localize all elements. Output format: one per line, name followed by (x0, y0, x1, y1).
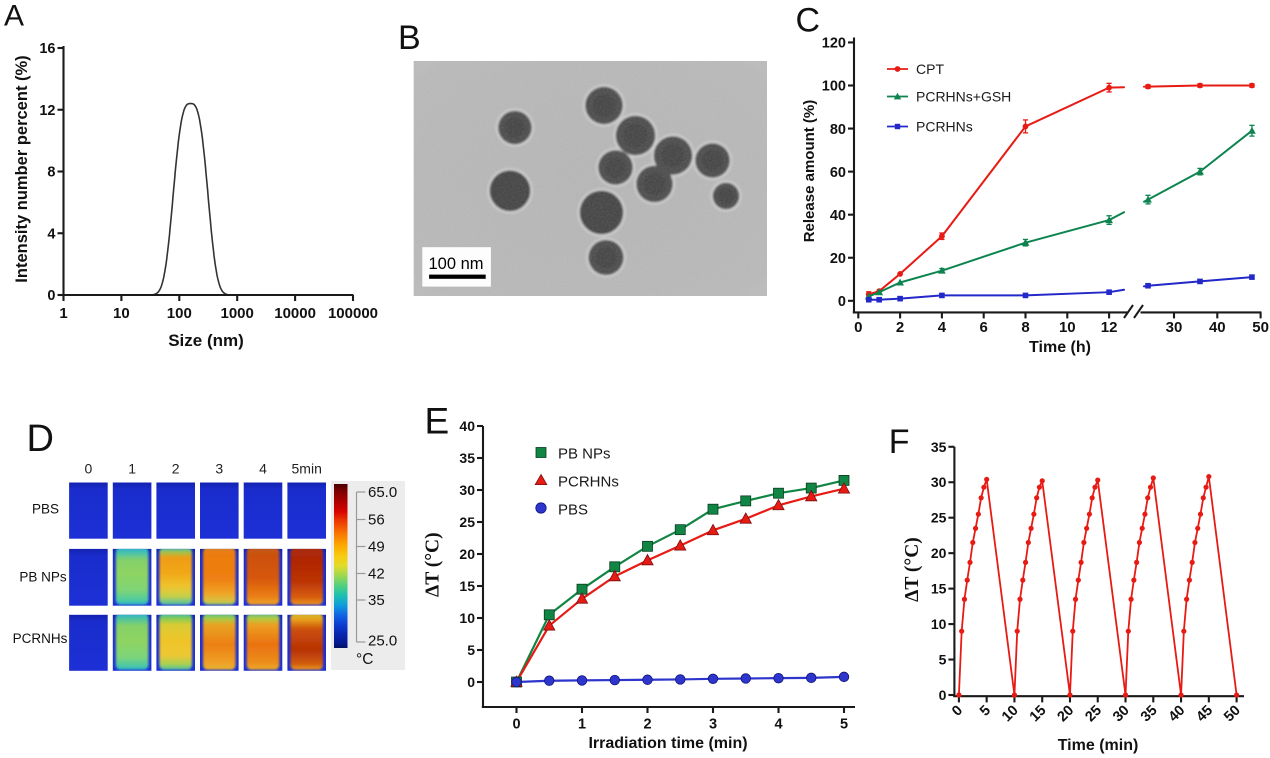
svg-text:6: 6 (980, 319, 988, 336)
svg-text:4: 4 (259, 461, 267, 477)
svg-text:°C: °C (356, 651, 373, 668)
svg-text:10: 10 (459, 610, 475, 626)
svg-text:0: 0 (949, 703, 966, 720)
svg-text:0: 0 (838, 294, 846, 310)
svg-text:20: 20 (1055, 703, 1078, 726)
svg-text:2: 2 (643, 717, 651, 733)
svg-text:10: 10 (1059, 319, 1076, 336)
svg-text:Time (h): Time (h) (1029, 339, 1091, 356)
svg-text:B: B (398, 19, 421, 57)
svg-text:0: 0 (512, 717, 520, 733)
svg-text:20: 20 (459, 546, 475, 562)
svg-text:PB NPs: PB NPs (558, 446, 611, 463)
svg-text:25: 25 (931, 510, 947, 526)
svg-text:20: 20 (830, 251, 846, 267)
svg-text:8: 8 (47, 165, 55, 181)
svg-text:PB NPs: PB NPs (19, 570, 67, 585)
svg-text:42: 42 (368, 566, 385, 583)
svg-text:8: 8 (1021, 319, 1029, 336)
svg-text:1000: 1000 (221, 305, 254, 322)
svg-text:40: 40 (830, 208, 846, 224)
svg-text:5: 5 (840, 717, 848, 733)
svg-text:F: F (889, 423, 910, 461)
svg-text:3: 3 (709, 717, 717, 733)
svg-text:30: 30 (931, 474, 947, 490)
svg-text:35: 35 (931, 439, 947, 455)
svg-text:15: 15 (931, 581, 947, 597)
svg-text:1: 1 (128, 461, 136, 477)
svg-text:5: 5 (977, 703, 994, 720)
svg-text:65.0: 65.0 (368, 484, 397, 501)
svg-text:40: 40 (1166, 703, 1189, 726)
svg-text:50: 50 (1221, 703, 1244, 726)
svg-text:35: 35 (459, 450, 475, 466)
svg-text:D: D (27, 418, 54, 460)
svg-text:20: 20 (931, 545, 947, 561)
svg-text:ΔT (°C): ΔT (°C) (423, 532, 444, 597)
svg-text:30: 30 (1110, 703, 1133, 726)
svg-text:35: 35 (1138, 703, 1161, 726)
svg-text:C: C (796, 2, 821, 40)
svg-text:45: 45 (1193, 703, 1216, 726)
svg-text:Time (min): Time (min) (1058, 737, 1139, 754)
svg-text:3: 3 (215, 461, 223, 477)
svg-text:30: 30 (459, 482, 475, 498)
svg-text:100: 100 (822, 79, 846, 95)
svg-text:50: 50 (1252, 319, 1269, 336)
svg-text:PBS: PBS (558, 502, 588, 519)
svg-text:PBS: PBS (32, 502, 59, 517)
svg-text:A: A (4, 0, 24, 33)
svg-text:2: 2 (896, 319, 904, 336)
svg-text:0: 0 (85, 461, 93, 477)
svg-text:60: 60 (830, 165, 846, 181)
svg-text:100000: 100000 (328, 305, 378, 322)
svg-text:ΔT (°C): ΔT (°C) (902, 537, 923, 602)
svg-text:0: 0 (467, 674, 475, 690)
svg-text:Size (nm): Size (nm) (168, 331, 244, 350)
svg-text:E: E (425, 401, 450, 442)
svg-text:25: 25 (459, 514, 475, 530)
svg-text:100 nm: 100 nm (428, 255, 483, 273)
svg-text:56: 56 (368, 512, 385, 529)
svg-text:30: 30 (1166, 319, 1183, 336)
svg-text:4: 4 (47, 226, 55, 242)
svg-text:5min: 5min (292, 461, 322, 477)
svg-text:40: 40 (1209, 319, 1226, 336)
svg-text:1: 1 (578, 717, 586, 733)
svg-text:10: 10 (931, 616, 947, 632)
svg-text:PCRHNs: PCRHNs (558, 474, 619, 491)
svg-text:10: 10 (999, 703, 1022, 726)
svg-text:12: 12 (39, 103, 55, 119)
svg-text:25: 25 (1082, 703, 1105, 726)
svg-text:PCRNHs: PCRNHs (13, 631, 68, 646)
svg-text:CPT: CPT (916, 61, 944, 77)
svg-text:12: 12 (1101, 319, 1118, 336)
svg-text:Irradiation time (min): Irradiation time (min) (588, 735, 747, 752)
svg-text:15: 15 (459, 578, 475, 594)
svg-text:4: 4 (938, 319, 947, 336)
svg-text:10000: 10000 (274, 305, 316, 322)
svg-text:PCRHNs: PCRHNs (916, 119, 973, 135)
svg-text:PCRHNs+GSH: PCRHNs+GSH (916, 89, 1011, 105)
svg-text:1: 1 (59, 305, 67, 322)
svg-text:Intensity number percent (%): Intensity number percent (%) (13, 55, 31, 282)
svg-text:4: 4 (774, 717, 782, 733)
svg-text:15: 15 (1027, 703, 1050, 726)
svg-text:0: 0 (47, 288, 55, 304)
svg-text:0: 0 (939, 687, 947, 703)
svg-text:2: 2 (172, 461, 180, 477)
svg-text:0: 0 (854, 319, 862, 336)
svg-text:40: 40 (459, 418, 475, 434)
svg-text:5: 5 (467, 642, 475, 658)
svg-text:25.0: 25.0 (368, 633, 397, 650)
svg-text:100: 100 (167, 305, 192, 322)
svg-text:10: 10 (113, 305, 130, 322)
svg-text:49: 49 (368, 539, 385, 556)
svg-text:80: 80 (830, 122, 846, 138)
svg-text:5: 5 (939, 652, 947, 668)
svg-text:Release amount (%): Release amount (%) (801, 100, 818, 243)
svg-text:35: 35 (368, 592, 385, 609)
svg-text:120: 120 (822, 36, 846, 52)
svg-text:16: 16 (39, 41, 55, 57)
